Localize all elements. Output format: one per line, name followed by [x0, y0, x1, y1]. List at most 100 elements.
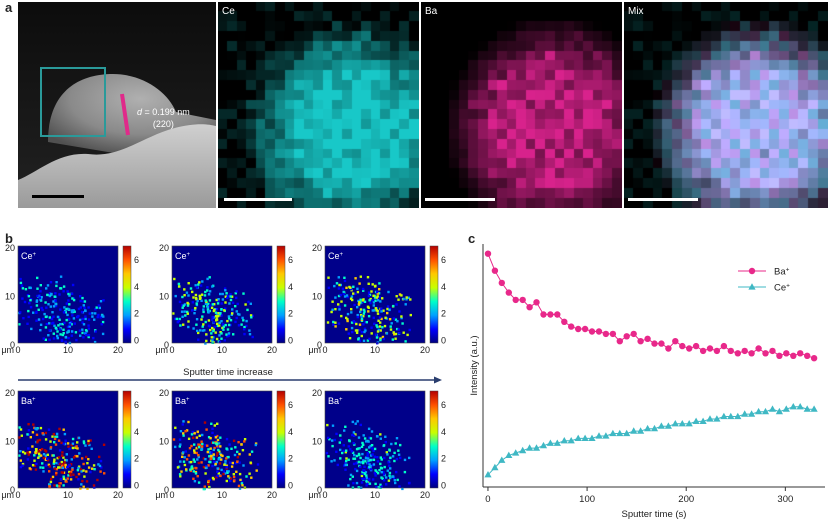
colorbar [276, 245, 286, 344]
colorbar [122, 245, 132, 344]
colorbar-tick-label: 4 [441, 282, 446, 292]
x-axis-title: Sputter time (s) [622, 509, 687, 520]
colorbar-tick-label: 4 [288, 427, 293, 437]
y-tick-label: 20 [312, 243, 322, 253]
data-point-ba [498, 279, 505, 287]
data-point-ce [553, 439, 561, 446]
eds-map-ba: Ba [421, 2, 622, 208]
sims-map-label: Ba+ [175, 396, 190, 406]
data-point-ba [686, 345, 693, 352]
data-point-ba [623, 333, 630, 340]
axis-unit-label: μm [1, 490, 14, 500]
data-point-ba [810, 355, 818, 362]
y-tick-label: 0 [164, 485, 169, 495]
colorbar [122, 390, 132, 489]
legend-marker [748, 283, 756, 290]
data-point-ba [804, 352, 811, 359]
data-point-ba [665, 345, 672, 352]
data-point-ba [581, 325, 589, 333]
data-point-ba [505, 289, 512, 296]
x-tick-label: 0 [485, 494, 490, 505]
legend-label: Ba+ [774, 266, 790, 278]
y-tick-label: 20 [159, 388, 169, 398]
data-point-ce [519, 446, 527, 454]
x-tick-label: 0 [169, 345, 174, 355]
x-tick-label: 0 [169, 490, 174, 500]
data-point-ce [789, 403, 797, 410]
data-point-ce [706, 415, 714, 422]
sims-map-label: Ba+ [328, 396, 343, 406]
data-point-ce [727, 412, 735, 420]
y-tick-label: 0 [317, 485, 322, 495]
data-point-ba [679, 342, 686, 350]
lattice-plane: (220) [152, 119, 174, 129]
x-tick-label: 20 [267, 345, 277, 355]
lattice-annotation: d = 0.199 nm (220) [137, 106, 190, 130]
data-point-ba [713, 347, 721, 355]
data-point-ba [741, 347, 748, 355]
eds-map-ba-label: Ba [425, 6, 438, 17]
sputter-arrow-label: Sputter time increase [183, 367, 273, 378]
x-tick-label: 10 [63, 345, 73, 355]
colorbar-tick-label: 4 [134, 427, 139, 437]
colorbar-tick-label: 6 [288, 400, 293, 410]
eds-map-ce-canvas [218, 2, 419, 208]
sims-map-label: Ce+ [328, 251, 344, 261]
y-tick-label: 10 [159, 437, 169, 447]
data-point-ba [561, 318, 568, 325]
data-point-ce [630, 427, 638, 434]
scale-bar [224, 198, 292, 201]
data-point-ce [650, 424, 659, 432]
data-point-ce [588, 434, 596, 441]
data-point-ce [741, 410, 749, 417]
data-point-ce [713, 415, 721, 422]
legend-label: Ce+ [774, 282, 790, 294]
data-point-ba [762, 350, 769, 357]
y-axis-title: Intensity (a.u.) [469, 335, 480, 395]
data-point-ba [519, 296, 526, 304]
x-tick-label: 300 [777, 494, 793, 505]
data-point-ba [602, 330, 610, 338]
eds-map-ce-label: Ce [222, 6, 235, 17]
data-point-ce [602, 432, 610, 439]
data-point-ba [554, 311, 561, 318]
data-point-ce [699, 417, 707, 424]
data-point-ce [810, 405, 818, 412]
data-point-ba [790, 352, 797, 359]
data-point-ba [526, 304, 533, 311]
axis-unit-label: μm [308, 490, 321, 500]
x-tick-label: 10 [217, 490, 227, 500]
colorbar [276, 390, 286, 489]
axis-unit-label: μm [155, 345, 168, 355]
data-point-ce [623, 429, 631, 437]
eds-map-ce: Ce [218, 2, 419, 208]
data-point-ce [685, 420, 693, 427]
data-point-ba [769, 347, 776, 355]
data-point-ba [651, 340, 658, 347]
tem-image-graphic [18, 2, 216, 208]
data-point-ce [512, 449, 520, 456]
data-point-ba [630, 330, 637, 338]
data-point-ce [581, 434, 589, 441]
data-point-ba [755, 345, 762, 352]
data-point-ce [803, 405, 811, 412]
data-point-ce [755, 407, 763, 415]
data-point-ce [678, 420, 686, 427]
data-point-ba [484, 250, 492, 257]
y-tick-label: 20 [5, 388, 15, 398]
data-point-ba [776, 352, 783, 359]
data-point-ba [734, 350, 741, 357]
y-tick-label: 0 [10, 340, 15, 350]
lattice-d-symbol: d [137, 107, 143, 117]
data-point-ce [498, 456, 506, 463]
axis-unit-label: μm [1, 345, 14, 355]
colorbar-tick-label: 2 [288, 454, 293, 464]
tem-image: d = 0.199 nm (220) [18, 2, 216, 208]
x-tick-label: 10 [63, 490, 73, 500]
data-point-ba [512, 296, 519, 304]
